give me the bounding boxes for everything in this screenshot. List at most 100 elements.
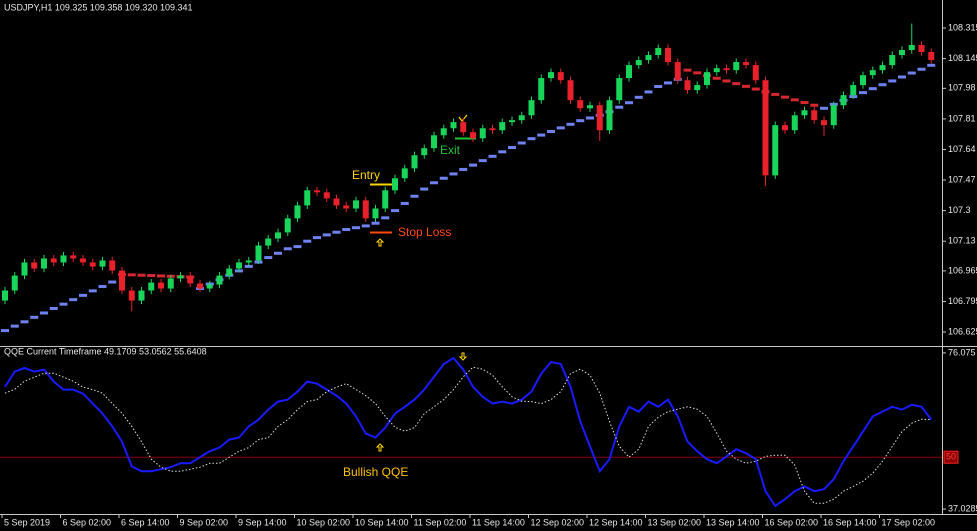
x-tick-label: 13 Sep 02:00 — [648, 517, 702, 527]
trailing-stop — [547, 129, 555, 133]
candle-body — [801, 110, 808, 116]
trailing-stop — [664, 81, 672, 85]
up-arrow — [375, 443, 385, 452]
candle-body — [713, 68, 720, 73]
candle-body — [606, 100, 613, 131]
trailing-stop — [683, 68, 692, 72]
trailing-stop — [88, 289, 97, 293]
candle-body — [80, 258, 86, 263]
candle-body — [431, 135, 437, 149]
trailing-stop — [361, 224, 370, 228]
trailing-stop — [800, 101, 809, 105]
trailing-stop — [98, 285, 107, 289]
trailing-stop — [693, 71, 702, 75]
candle-body — [791, 115, 798, 131]
candle-body — [304, 190, 311, 206]
candle-body — [148, 282, 155, 291]
candle-body — [782, 125, 788, 131]
y-tick-label: 108.315 — [948, 22, 977, 32]
candle-body — [284, 218, 291, 233]
trailing-stop — [576, 119, 585, 123]
trailing-stop — [332, 230, 341, 234]
trailing-stop — [147, 274, 156, 278]
candle-body — [421, 148, 428, 156]
candle-body — [119, 270, 125, 291]
trailing-stop — [10, 324, 19, 328]
trailing-stop — [381, 216, 390, 220]
trailing-stop — [907, 71, 916, 75]
trailing-stop — [790, 98, 799, 102]
candle-body — [821, 120, 827, 126]
candle-body — [548, 72, 554, 79]
y-tick-label: 106.795 — [948, 296, 977, 306]
trailing-stop — [371, 221, 380, 225]
candle-body — [31, 262, 38, 269]
x-tick-label: 17 Sep 02:00 — [882, 517, 936, 527]
x-tick-label: 12 Sep 02:00 — [531, 517, 585, 527]
y-tick-label: 76.075 — [948, 347, 976, 357]
trailing-stop — [303, 239, 312, 243]
candle-body — [197, 283, 203, 289]
candle-body — [499, 122, 506, 131]
candle-body — [752, 65, 759, 81]
trailing-stop — [79, 293, 87, 297]
candle-body — [626, 65, 632, 79]
candle-body — [772, 125, 779, 176]
trailing-stop — [517, 141, 526, 145]
trailing-stop — [868, 87, 877, 91]
check-mark — [458, 114, 468, 122]
x-tick-label: 10 Sep 02:00 — [297, 517, 351, 527]
trailing-stop — [722, 79, 731, 83]
trailing-stop — [615, 105, 624, 109]
candle-body — [684, 80, 691, 91]
candle-body — [275, 232, 281, 239]
annotation: Entry — [352, 168, 380, 182]
trailing-stop — [771, 92, 780, 96]
trailing-stop — [449, 172, 458, 176]
candle-body — [518, 115, 525, 121]
candle-body — [762, 80, 769, 176]
candle-body — [128, 290, 135, 301]
candle-body — [665, 48, 671, 63]
y-tick-label: 108.145 — [948, 53, 977, 63]
trailing-stop — [556, 126, 565, 130]
trailing-stop — [878, 83, 887, 87]
candle-body — [723, 68, 730, 71]
trailing-stop — [430, 181, 438, 185]
annotation: Exit — [440, 143, 461, 157]
candle-body — [99, 260, 106, 267]
candle-body — [236, 262, 242, 269]
candle-body — [869, 70, 876, 76]
x-tick-label: 13 Sep 14:00 — [706, 517, 760, 527]
y-tick-label: 106.965 — [948, 265, 977, 275]
indicator-title: QQE Current Timeframe 49.1709 53.0562 55… — [4, 346, 207, 356]
trailing-stop — [20, 320, 29, 324]
candle-body — [245, 260, 252, 263]
trailing-stop — [264, 256, 273, 260]
candle-body — [89, 262, 96, 267]
trailing-stop — [391, 209, 399, 213]
x-tick-label: 16 Sep 02:00 — [765, 517, 819, 527]
candle-body — [596, 105, 603, 131]
candle-body — [655, 48, 662, 56]
candle-body — [528, 100, 535, 116]
x-tick-label: 12 Sep 14:00 — [589, 517, 643, 527]
candle-body — [645, 55, 652, 61]
candle-body — [733, 62, 740, 71]
candle-body — [177, 275, 184, 279]
trailing-stop — [108, 280, 117, 284]
x-tick-label: 11 Sep 14:00 — [472, 517, 525, 527]
candle-body — [830, 105, 837, 126]
candle-body — [226, 268, 233, 276]
candle-body — [889, 55, 896, 66]
level-label-box — [943, 450, 959, 464]
y-tick-label: 50 — [946, 452, 956, 462]
candle-body — [509, 120, 515, 123]
trailing-stop — [313, 236, 321, 240]
candle-body — [411, 155, 418, 169]
y-tick-label: 107.3 — [948, 205, 971, 215]
trailing-stop — [1, 329, 9, 333]
x-tick-label: 9 Sep 02:00 — [180, 517, 229, 527]
